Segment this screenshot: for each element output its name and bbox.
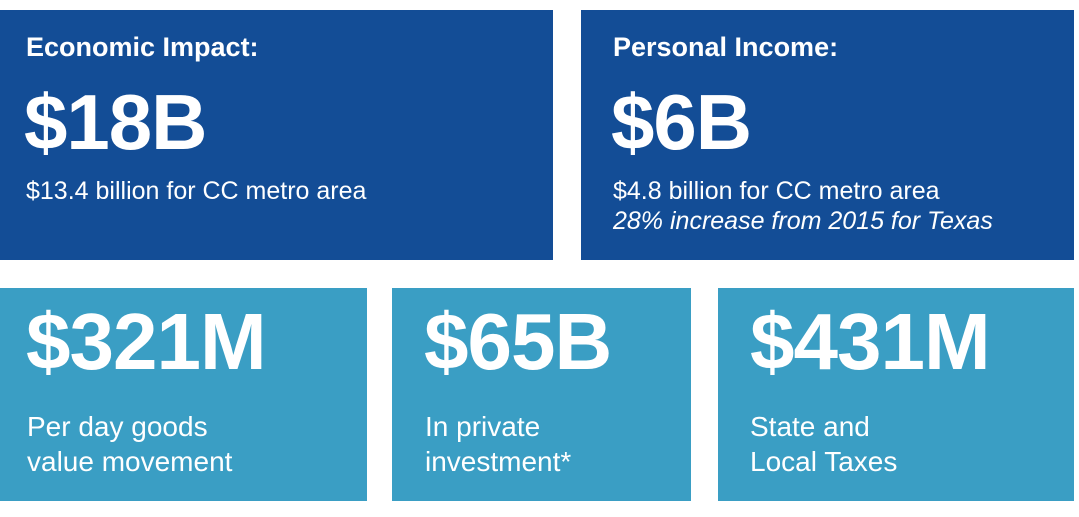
economic-impact-label: Economic Impact:	[26, 32, 259, 62]
goods-movement-description: Per day goods value movement	[27, 409, 232, 479]
personal-income-value: $6B	[611, 78, 752, 166]
economic-impact-detail: $13.4 billion for CC metro area	[26, 177, 367, 205]
personal-income-detail: $4.8 billion for CC metro area	[613, 177, 940, 205]
goods-movement-value: $321M	[26, 297, 267, 386]
taxes-tile: $431M State and Local Taxes	[718, 288, 1074, 501]
personal-income-note: 28% increase from 2015 for Texas	[613, 207, 993, 235]
taxes-desc-line1: State and	[750, 411, 870, 442]
economic-impact-tile: Economic Impact: $18B $13.4 billion for …	[0, 10, 553, 260]
economic-impact-value: $18B	[24, 78, 207, 166]
goods-movement-desc-line2: value movement	[27, 446, 233, 477]
goods-movement-tile: $321M Per day goods value movement	[0, 288, 367, 501]
taxes-description: State and Local Taxes	[750, 409, 897, 479]
private-investment-desc-line1: In private	[425, 411, 541, 442]
private-investment-description: In private investment*	[425, 409, 571, 479]
taxes-desc-line2: Local Taxes	[750, 446, 898, 477]
taxes-value: $431M	[750, 297, 991, 386]
private-investment-value: $65B	[424, 297, 612, 386]
private-investment-tile: $65B In private investment*	[392, 288, 691, 501]
private-investment-desc-line2: investment*	[425, 446, 572, 477]
goods-movement-desc-line1: Per day goods	[27, 411, 208, 442]
personal-income-tile: Personal Income: $6B $4.8 billion for CC…	[581, 10, 1074, 260]
personal-income-label: Personal Income:	[613, 32, 839, 62]
